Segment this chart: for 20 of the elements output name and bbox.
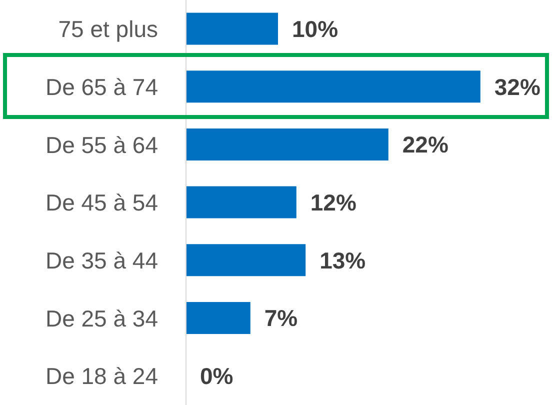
- bar: [186, 128, 388, 160]
- data-label: 10%: [292, 16, 338, 42]
- data-label: 7%: [264, 305, 298, 332]
- bar: [186, 12, 278, 45]
- data-label: 12%: [310, 190, 356, 216]
- y-tick-label: De 55 à 64: [45, 132, 158, 158]
- bar: [186, 302, 250, 334]
- y-tick-label: De 18 à 24: [45, 363, 158, 390]
- data-label: 22%: [402, 132, 448, 158]
- y-tick-label: 75 et plus: [58, 16, 158, 42]
- data-label: 32%: [494, 74, 540, 100]
- data-label: 0%: [200, 363, 234, 390]
- data-label: 13%: [320, 247, 366, 274]
- y-tick-label: De 45 à 54: [45, 190, 158, 216]
- y-tick-label: De 25 à 34: [45, 305, 158, 332]
- y-tick-label: De 65 à 74: [45, 74, 158, 100]
- bar: [186, 70, 480, 103]
- bar: [186, 244, 306, 276]
- y-tick-label: De 35 à 44: [45, 248, 158, 274]
- bar: [186, 186, 296, 218]
